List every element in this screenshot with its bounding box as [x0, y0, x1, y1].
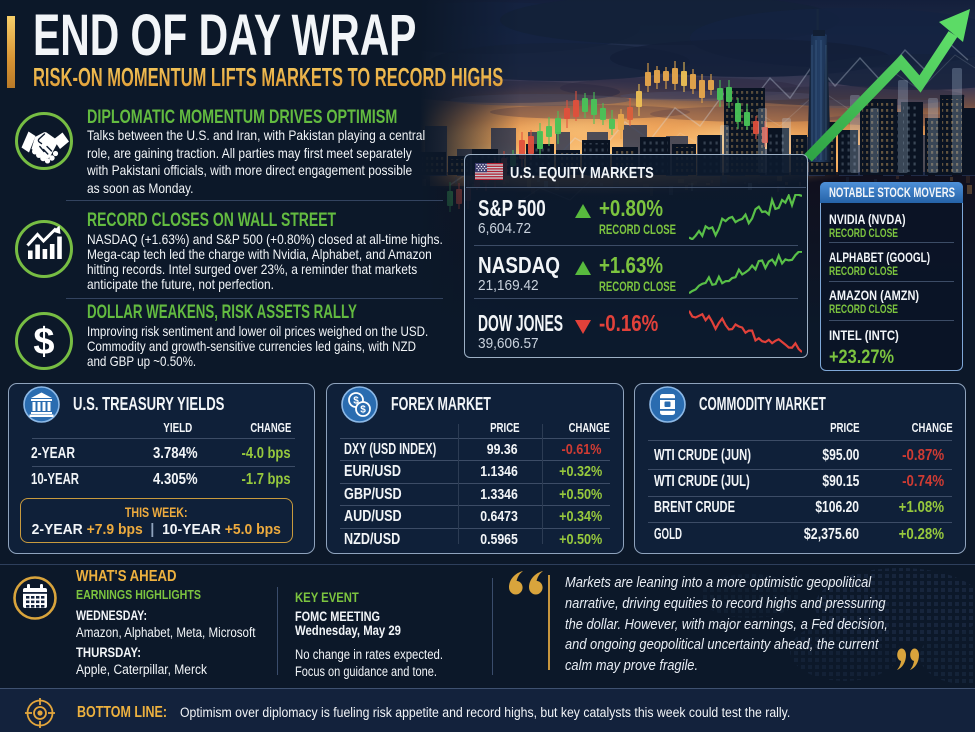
- svg-text:$: $: [353, 396, 359, 407]
- svg-text:$: $: [33, 321, 54, 363]
- svg-text:$: $: [360, 405, 366, 416]
